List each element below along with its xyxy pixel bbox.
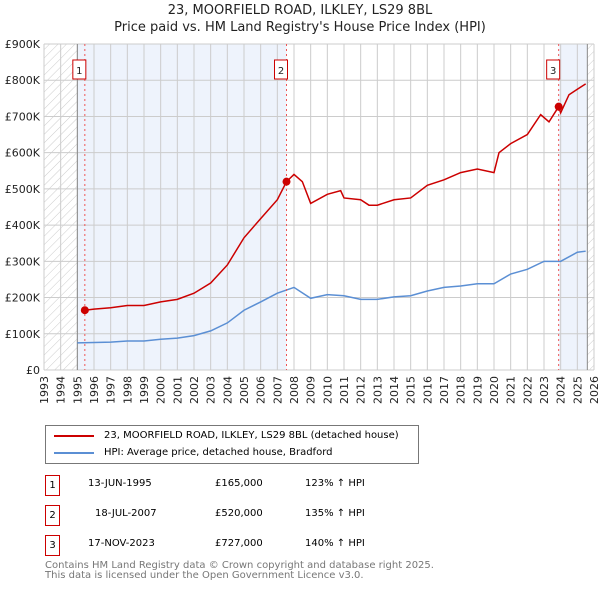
x-tick-label: 2005 — [238, 376, 251, 404]
y-tick-label: £700K — [5, 110, 41, 123]
legend-property: 23, MOORFIELD ROAD, ILKLEY, LS29 8BL (de… — [104, 430, 399, 441]
sale-point — [80, 306, 89, 315]
y-tick-label: £800K — [5, 74, 41, 87]
price-chart: 1993 1994 1995 1996 1997 1998 1999 2000 2001 2002… — [5, 38, 600, 404]
chart-title: 23, MOORFIELD ROAD, ILKLEY, LS29 8BL — [167, 3, 433, 18]
sale-row: 2 18-JUL-2007 £520,000 135% ↑ HPI — [45, 505, 465, 526]
x-tick-label: 1993 — [38, 376, 51, 404]
y-tick-label: £900K — [5, 38, 41, 51]
y-tick-label: £600K — [5, 147, 41, 160]
x-tick-label: 2004 — [221, 376, 234, 404]
sale-row: 1 13-JUN-1995 £165,000 123% ↑ HPI — [45, 475, 465, 496]
x-tick-label: 2021 — [505, 376, 518, 404]
sale-point — [554, 102, 563, 111]
sale-hpi: 135% ↑ HPI — [305, 508, 365, 519]
legend-blue-swatch — [54, 451, 94, 454]
x-tick-label: 2024 — [555, 376, 568, 404]
x-tick-label: 2022 — [521, 376, 534, 404]
sale-number: 2 — [45, 505, 60, 526]
sale-marker-label: 3 — [550, 66, 556, 77]
sale-point — [282, 177, 291, 186]
hatch-after-data — [587, 44, 594, 370]
x-tick-label: 2012 — [355, 376, 368, 404]
x-tick-label: 2018 — [455, 376, 468, 404]
sale-number: 3 — [45, 535, 60, 556]
x-tick-label: 2006 — [255, 376, 268, 404]
x-tick-label: 2008 — [288, 376, 301, 404]
x-tick-label: 2015 — [405, 376, 418, 404]
shade-period-1 — [77, 44, 287, 370]
x-tick-label: 2016 — [421, 376, 434, 404]
x-tick-label: 1998 — [121, 376, 134, 404]
sale-marker-label: 2 — [278, 66, 284, 77]
x-tick-label: 2007 — [271, 376, 284, 404]
x-tick-label: 2003 — [205, 376, 218, 404]
x-tick-label: 2017 — [438, 376, 451, 404]
x-tick-label: 2001 — [171, 376, 184, 404]
sale-marker-box — [72, 59, 87, 80]
sale-date: 13-JUN-1995 — [88, 478, 152, 489]
sale-row: 3 17-NOV-2023 £727,000 140% ↑ HPI — [45, 535, 465, 556]
x-tick-label: 1995 — [71, 376, 84, 404]
y-tick-label: £200K — [5, 292, 41, 305]
x-tick-label: 2002 — [188, 376, 201, 404]
y-tick-label: £500K — [5, 183, 41, 196]
sale-hpi: 123% ↑ HPI — [305, 478, 365, 489]
hpi-line — [77, 250, 586, 344]
legend-hpi: HPI: Average price, detached house, Brad… — [104, 447, 333, 458]
y-tick-label: £300K — [5, 255, 41, 268]
sale-date: 17-NOV-2023 — [88, 538, 155, 549]
price-line — [84, 83, 587, 311]
x-tick-label: 1997 — [105, 376, 118, 404]
sale-number: 1 — [45, 475, 60, 496]
sale-marker-box — [546, 59, 561, 80]
sale-hpi: 140% ↑ HPI — [305, 538, 365, 549]
x-tick-label: 2013 — [371, 376, 384, 404]
legend: 23, MOORFIELD ROAD, ILKLEY, LS29 8BL (de… — [45, 425, 419, 464]
x-tick-label: 2014 — [388, 376, 401, 404]
y-tick-label: £100K — [5, 328, 41, 341]
footer-line: This data is licensed under the Open Gov… — [45, 570, 364, 581]
x-tick-label: 2009 — [305, 376, 318, 404]
sale-marker-box — [274, 59, 288, 80]
x-tick-label: 2020 — [488, 376, 501, 404]
y-tick-label: £0 — [26, 364, 40, 377]
sale-price: £727,000 — [215, 538, 263, 549]
footer-line: Contains HM Land Registry data © Crown c… — [45, 560, 434, 571]
sale-price: £520,000 — [215, 508, 263, 519]
y-tick-label: £400K — [5, 219, 41, 232]
x-tick-label: 2000 — [155, 376, 168, 404]
x-tick-label: 2025 — [571, 376, 584, 404]
legend-red-swatch — [54, 434, 94, 437]
x-tick-label: 2026 — [588, 376, 600, 404]
x-tick-label: 2011 — [338, 376, 351, 404]
sale-marker-label: 1 — [76, 66, 82, 77]
x-tick-label: 1996 — [88, 376, 101, 404]
x-tick-label: 2023 — [538, 376, 551, 404]
footer: Contains HM Land Registry data © Crown c… — [45, 561, 434, 581]
x-tick-label: 1999 — [138, 376, 151, 404]
x-tick-label: 2019 — [471, 376, 484, 404]
x-tick-label: 2010 — [321, 376, 334, 404]
chart-subtitle: Price paid vs. HM Land Registry's House … — [114, 20, 486, 35]
x-tick-label: 1994 — [55, 376, 68, 404]
sale-date: 18-JUL-2007 — [95, 508, 157, 519]
sale-price: £165,000 — [215, 478, 263, 489]
shade-period-3 — [558, 44, 588, 370]
